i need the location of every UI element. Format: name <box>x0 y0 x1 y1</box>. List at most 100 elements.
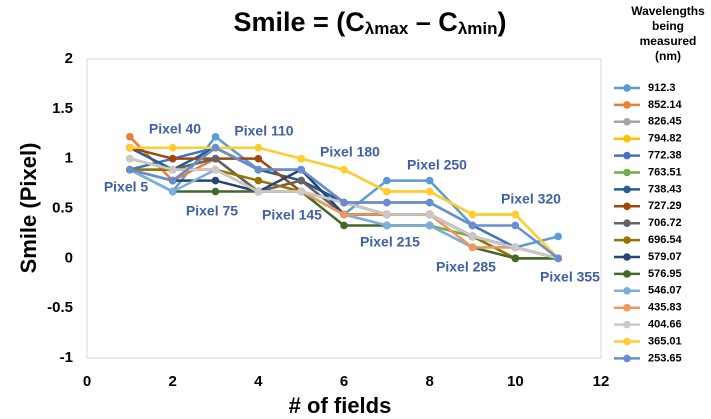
legend-title: (nm) <box>655 49 681 63</box>
legend-marker <box>623 236 631 244</box>
data-point <box>511 243 520 252</box>
data-point <box>383 198 391 207</box>
data-point <box>254 154 263 163</box>
data-point <box>297 154 305 163</box>
legend-marker <box>623 303 631 312</box>
data-point <box>211 187 220 196</box>
annotation: Pixel 145 <box>262 207 322 223</box>
data-point <box>297 165 305 174</box>
legend-title: Wavelengths <box>631 4 705 18</box>
y-tick-label: 0 <box>65 249 73 266</box>
annotation: Pixel 320 <box>501 191 561 207</box>
legend-marker <box>623 219 631 227</box>
x-tick-label: 10 <box>507 373 524 390</box>
data-point <box>468 221 477 230</box>
data-point <box>254 165 263 174</box>
legend-marker <box>623 134 631 143</box>
title-part: Smile = (C <box>234 7 365 37</box>
data-point <box>425 198 434 207</box>
legend-label: 435.83 <box>648 302 682 314</box>
x-tick-label: 0 <box>83 373 91 390</box>
data-point <box>168 187 177 196</box>
data-point <box>168 154 177 163</box>
x-tick-label: 2 <box>168 373 176 390</box>
y-tick-label: 1.5 <box>52 100 73 117</box>
legend-title: measured <box>640 34 697 48</box>
title-part: – C <box>408 7 458 37</box>
data-point <box>168 165 177 174</box>
data-point <box>168 143 177 152</box>
y-tick-label: -0.5 <box>47 299 73 316</box>
x-tick-label: 12 <box>593 373 610 390</box>
annotation: Pixel 250 <box>407 157 467 173</box>
data-point <box>254 176 263 185</box>
annotation: Pixel 110 <box>234 123 293 139</box>
data-point <box>383 210 391 219</box>
data-point <box>468 210 477 219</box>
legend-label: 365.01 <box>648 335 682 347</box>
legend-marker <box>623 151 631 160</box>
data-point <box>168 176 177 185</box>
data-point <box>554 254 562 263</box>
y-axis-label: Smile (Pixel) <box>16 143 41 274</box>
data-point <box>340 221 348 230</box>
legend-label: 738.43 <box>648 183 682 195</box>
legend-marker <box>623 287 631 295</box>
data-point <box>511 254 520 263</box>
legend-marker <box>623 337 631 346</box>
annotation: Pixel 75 <box>186 203 238 219</box>
data-point <box>511 210 520 219</box>
data-point <box>468 243 477 252</box>
legend-marker <box>623 84 631 92</box>
annotation: Pixel 180 <box>320 144 380 160</box>
title-part: ) <box>498 7 507 37</box>
legend-label: 576.95 <box>648 268 682 280</box>
legend-label: 727.29 <box>648 200 682 212</box>
data-point <box>425 210 434 219</box>
data-point <box>425 221 434 230</box>
data-point <box>254 187 263 196</box>
data-point <box>383 187 391 196</box>
legend-label: 706.72 <box>648 217 682 229</box>
x-tick-label: 6 <box>340 373 348 390</box>
legend-label: 696.54 <box>648 234 683 246</box>
data-point <box>383 176 391 185</box>
legend-marker <box>623 118 631 126</box>
x-axis-label: # of fields <box>289 393 392 418</box>
data-point <box>297 187 305 196</box>
data-point <box>126 165 134 174</box>
legend-label: 912.3 <box>648 82 676 94</box>
data-point <box>254 143 263 152</box>
data-point <box>211 165 220 174</box>
data-point <box>425 187 434 196</box>
y-tick-label: 2 <box>65 50 73 67</box>
data-point <box>211 154 220 163</box>
data-point <box>126 154 134 163</box>
data-point <box>126 132 134 141</box>
annotation: Pixel 40 <box>149 121 201 137</box>
legend-marker <box>623 101 631 109</box>
data-point <box>468 232 477 241</box>
legend-marker <box>623 202 631 211</box>
chart-title: Smile = (Cλmax – Cλmin) <box>234 7 507 38</box>
data-point <box>511 221 520 230</box>
legend-title: being <box>652 19 684 33</box>
data-point <box>297 176 305 185</box>
data-point <box>211 132 220 141</box>
data-point <box>211 143 220 152</box>
title-sub: λmax <box>365 19 409 38</box>
x-tick-label: 8 <box>425 373 433 390</box>
data-point <box>340 210 348 219</box>
data-point <box>340 198 348 207</box>
legend-label: 404.66 <box>648 319 682 331</box>
data-point <box>211 176 220 185</box>
legend-label: 826.45 <box>648 116 682 128</box>
data-point <box>554 232 562 241</box>
legend-label: 579.07 <box>648 251 682 263</box>
legend-marker <box>623 320 631 329</box>
legend-marker <box>623 270 631 278</box>
plot-frame <box>86 58 602 359</box>
legend-label: 763.51 <box>648 166 682 178</box>
legend-label: 546.07 <box>648 285 682 297</box>
